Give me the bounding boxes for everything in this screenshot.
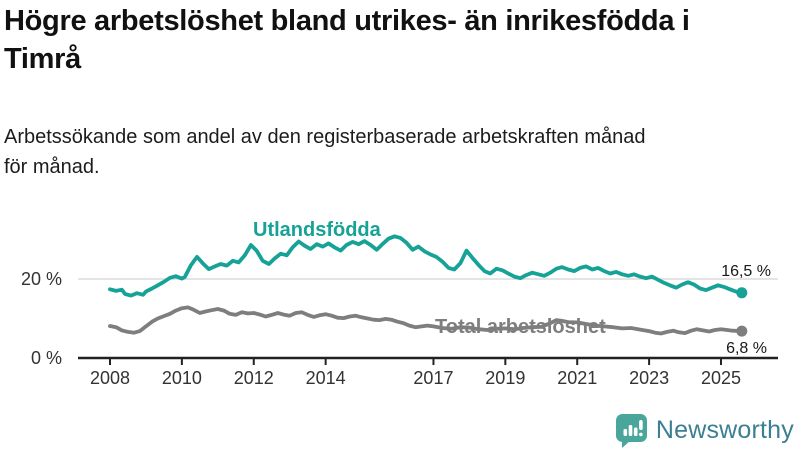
series-label-total-arbetsloshet: Total arbetslöshet bbox=[435, 316, 606, 338]
x-axis-tick-label: 2017 bbox=[413, 368, 454, 388]
x-axis-tick-label: 2010 bbox=[161, 368, 202, 388]
x-axis-tick-label: 2008 bbox=[89, 368, 131, 388]
x-axis-tick-label: 2014 bbox=[305, 368, 346, 388]
newsworthy-logo: Newsworthy bbox=[615, 412, 794, 448]
chart-subtitle: Arbetssökande som andel av den registerb… bbox=[4, 126, 646, 178]
x-axis-tick-label: 2021 bbox=[557, 368, 598, 388]
x-axis-tick-label: 2019 bbox=[485, 368, 526, 388]
y-axis-tick-label: 0 % bbox=[30, 348, 62, 368]
end-value-label-utlandsfodda: 16,5 % bbox=[721, 263, 771, 280]
page-title: Högre arbetslöshet bland utrikes- än inr… bbox=[4, 5, 690, 75]
series-end-dot-1 bbox=[736, 325, 748, 337]
newsworthy-wordmark: Newsworthy bbox=[655, 415, 794, 444]
x-axis-tick-label: 2012 bbox=[233, 368, 274, 388]
x-axis-tick-label: 2023 bbox=[629, 368, 670, 388]
series-line-0 bbox=[108, 234, 744, 298]
y-axis-tick-label: 20 % bbox=[20, 269, 62, 289]
x-axis-tick-label: 2025 bbox=[700, 368, 741, 388]
series-line-1 bbox=[108, 305, 744, 336]
newsworthy-bubble-chart-icon bbox=[615, 414, 647, 448]
series-label-utlandsfodda: Utlandsfödda bbox=[253, 219, 381, 241]
end-value-label-total-arbetsloshet: 6,8 % bbox=[726, 340, 767, 357]
series-end-dot-0 bbox=[736, 287, 748, 299]
